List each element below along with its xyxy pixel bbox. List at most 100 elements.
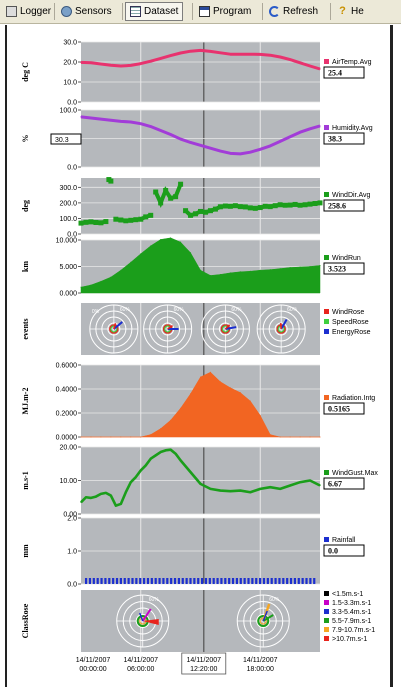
bar (123, 578, 126, 584)
data-point (80, 286, 82, 288)
refresh-label: Refresh (283, 6, 319, 17)
data-point (150, 60, 152, 62)
data-point (130, 64, 132, 66)
data-point (100, 493, 102, 495)
data-point (239, 153, 241, 155)
bar (119, 578, 122, 584)
toolbar-separator (192, 3, 193, 20)
class-rose-mark (142, 619, 159, 625)
y-tick-label: 200.0 (59, 200, 77, 207)
legend-swatch (324, 125, 329, 130)
data-point (239, 53, 241, 55)
x-tick-time: 00:00:00 (79, 666, 106, 673)
data-point (319, 125, 321, 127)
chart-panel (78, 237, 321, 294)
cursor-value: 38.3 (328, 135, 342, 144)
chart-panel (81, 590, 320, 652)
data-point (269, 486, 271, 488)
y-axis-label: MJ.m-2 (21, 388, 30, 415)
data-point (120, 503, 122, 505)
legend-swatch (324, 59, 329, 64)
legend-label: WindRose (332, 309, 364, 316)
refresh-button[interactable]: Refresh (265, 2, 322, 21)
data-point (90, 284, 92, 286)
data-point (110, 436, 112, 438)
data-point (180, 241, 182, 243)
bar (150, 578, 153, 584)
data-point (309, 128, 311, 130)
bar (204, 578, 208, 584)
y-tick-label: 30.0 (63, 40, 77, 47)
data-point (90, 497, 92, 499)
data-point (170, 55, 172, 57)
data-point (289, 267, 291, 269)
data-point (219, 52, 222, 54)
program-button[interactable]: Program (195, 2, 255, 21)
data-point (110, 276, 112, 278)
y-tick-label: 20.0 (63, 60, 77, 67)
y-axis-label: mm (21, 544, 30, 558)
data-point (175, 453, 177, 455)
data-point (249, 491, 251, 493)
data-point (259, 148, 261, 150)
x-tick-date: 14/11/2007 (76, 657, 111, 664)
y-axis-label: events (21, 318, 30, 339)
dataset-label: Dataset (144, 6, 179, 17)
class-rose-mark (139, 612, 144, 622)
windrose-mark (224, 324, 231, 330)
y-tick-label: 5.000 (59, 264, 77, 271)
legend-label: 5.5-7.9m.s-1 (332, 618, 371, 625)
rose-plot (236, 594, 290, 648)
data-point (179, 138, 182, 140)
data-point (150, 125, 152, 128)
data-point (125, 491, 127, 493)
data-point (209, 488, 212, 490)
cursor-time-box (181, 652, 227, 675)
rose-plot (89, 304, 139, 354)
data-point (219, 273, 221, 275)
series-area (81, 371, 320, 438)
legend-swatch (324, 627, 329, 632)
legend-label: WindDir.Avg (332, 192, 370, 199)
legend-label: EnergyRose (332, 329, 371, 336)
series-area (80, 237, 321, 294)
data-point (80, 436, 82, 438)
logger-label: Logger (20, 6, 52, 17)
data-point (279, 268, 281, 270)
data-point (160, 57, 162, 60)
sensors-button[interactable]: Sensors (57, 2, 116, 21)
data-point (90, 436, 92, 438)
data-point (269, 54, 271, 56)
data-point (179, 459, 182, 461)
cursor-value-box (323, 66, 365, 79)
data-point (189, 50, 192, 52)
cursor-value: 0.0 (328, 547, 338, 556)
cursor-value-box (323, 477, 365, 490)
logger-button[interactable]: Logger (2, 2, 55, 21)
legend-swatch (324, 192, 329, 197)
data-point (160, 129, 162, 132)
help-button[interactable]: ? He (333, 2, 368, 21)
data-point (309, 436, 311, 438)
dataset-button[interactable]: Dataset (125, 2, 184, 21)
chart-panel (78, 177, 323, 235)
data-point (200, 376, 201, 378)
frame-border (5, 25, 7, 687)
data-point (179, 52, 182, 54)
data-point (150, 434, 152, 436)
y-tick-label: 100.0 (59, 216, 77, 223)
legend-label: AirTemp.Avg (332, 59, 372, 66)
data-point (110, 494, 112, 497)
data-point (289, 59, 291, 61)
legend-swatch (324, 636, 329, 641)
data-point (199, 49, 202, 52)
rose-ring-label: 0% (92, 309, 100, 315)
bar (193, 578, 196, 584)
bar (185, 578, 188, 584)
bar (286, 578, 289, 584)
data-point (165, 449, 167, 451)
data-point (150, 245, 152, 247)
data-point (140, 123, 142, 125)
cursor-value-box (323, 544, 365, 557)
bar (313, 578, 316, 584)
